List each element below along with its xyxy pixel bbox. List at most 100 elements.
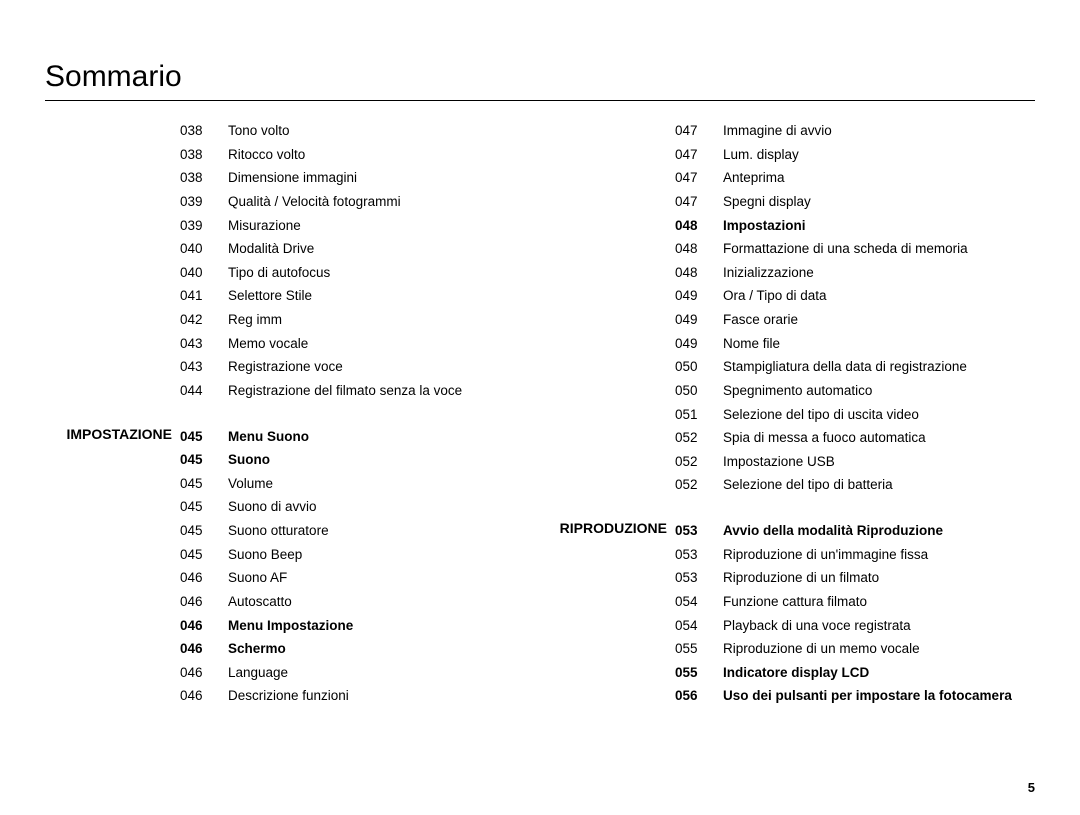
entry-text: Uso dei pulsanti per impostare la fotoca… (723, 684, 1012, 708)
entry-page: 045 (180, 425, 228, 449)
entry-text: Language (228, 661, 288, 685)
entry-text: Suono otturatore (228, 519, 329, 543)
entry-page: 046 (180, 566, 228, 590)
toc-entries: 045Menu Suono045Suono045Volume045Suono d… (180, 425, 540, 709)
entry-page: 046 (180, 684, 228, 708)
toc-entry: 048Formattazione di una scheda di memori… (675, 237, 1035, 261)
entry-page: 040 (180, 237, 228, 261)
toc-entry: 047Lum. display (675, 143, 1035, 167)
entry-page: 049 (675, 308, 723, 332)
toc-entries: 038Tono volto038Ritocco volto038Dimensio… (180, 119, 540, 403)
toc-entry: 042Reg imm (180, 308, 540, 332)
entry-page: 046 (180, 637, 228, 661)
entry-text: Riproduzione di un filmato (723, 566, 879, 590)
entry-text: Menu Impostazione (228, 614, 353, 638)
entry-page: 044 (180, 379, 228, 403)
entry-text: Memo vocale (228, 332, 308, 356)
entry-text: Dimensione immagini (228, 166, 357, 190)
entry-text: Suono (228, 448, 270, 472)
entry-text: Suono Beep (228, 543, 302, 567)
entry-text: Riproduzione di un'immagine fissa (723, 543, 928, 567)
entry-text: Ritocco volto (228, 143, 305, 167)
entry-page: 055 (675, 637, 723, 661)
entry-page: 047 (675, 143, 723, 167)
section-label: RIPRODUZIONE (540, 519, 675, 708)
toc-entry: 046Suono AF (180, 566, 540, 590)
toc-entry: 050Spegnimento automatico (675, 379, 1035, 403)
section-label: IMPOSTAZIONE (45, 425, 180, 709)
entry-text: Reg imm (228, 308, 282, 332)
entry-page: 040 (180, 261, 228, 285)
entry-text: Spia di messa a fuoco automatica (723, 426, 926, 450)
right-column: 047Immagine di avvio047Lum. display047An… (540, 119, 1035, 708)
entry-page: 038 (180, 166, 228, 190)
toc-entry: 041Selettore Stile (180, 284, 540, 308)
toc-entry: 046Autoscatto (180, 590, 540, 614)
entry-page: 046 (180, 614, 228, 638)
entry-page: 053 (675, 566, 723, 590)
entry-page: 047 (675, 190, 723, 214)
toc-columns: 038Tono volto038Ritocco volto038Dimensio… (45, 119, 1035, 708)
entry-text: Riproduzione di un memo vocale (723, 637, 920, 661)
entry-page: 039 (180, 190, 228, 214)
toc-section: 038Tono volto038Ritocco volto038Dimensio… (45, 119, 540, 403)
entry-text: Selezione del tipo di uscita video (723, 403, 919, 427)
toc-entry: 045Menu Suono (180, 425, 540, 449)
toc-entry: 046Schermo (180, 637, 540, 661)
toc-entry: 038Ritocco volto (180, 143, 540, 167)
entry-text: Impostazioni (723, 214, 806, 238)
toc-entry: 056Uso dei pulsanti per impostare la fot… (675, 684, 1035, 708)
toc-entry: 043Memo vocale (180, 332, 540, 356)
entry-page: 048 (675, 214, 723, 238)
toc-entry: 051Selezione del tipo di uscita video (675, 403, 1035, 427)
toc-entry: 047Anteprima (675, 166, 1035, 190)
entry-page: 056 (675, 684, 723, 708)
entry-page: 045 (180, 472, 228, 496)
toc-entry: 046Descrizione funzioni (180, 684, 540, 708)
entry-page: 052 (675, 450, 723, 474)
toc-section: IMPOSTAZIONE045Menu Suono045Suono045Volu… (45, 425, 540, 709)
toc-entry: 039Misurazione (180, 214, 540, 238)
entry-text: Spegni display (723, 190, 811, 214)
entry-text: Selettore Stile (228, 284, 312, 308)
entry-page: 050 (675, 355, 723, 379)
entry-page: 047 (675, 119, 723, 143)
entry-text: Impostazione USB (723, 450, 835, 474)
toc-entry: 046Language (180, 661, 540, 685)
entry-text: Fasce orarie (723, 308, 798, 332)
toc-entry: 055Riproduzione di un memo vocale (675, 637, 1035, 661)
entry-text: Registrazione del filmato senza la voce (228, 379, 462, 403)
entry-text: Avvio della modalità Riproduzione (723, 519, 943, 543)
left-column: 038Tono volto038Ritocco volto038Dimensio… (45, 119, 540, 708)
entry-page: 039 (180, 214, 228, 238)
entry-text: Funzione cattura filmato (723, 590, 867, 614)
toc-entry: 050Stampigliatura della data di registra… (675, 355, 1035, 379)
entry-text: Nome file (723, 332, 780, 356)
entry-page: 053 (675, 543, 723, 567)
entry-page: 049 (675, 332, 723, 356)
entry-text: Autoscatto (228, 590, 292, 614)
toc-entries: 053Avvio della modalità Riproduzione053R… (675, 519, 1035, 708)
entry-page: 045 (180, 448, 228, 472)
entry-page: 052 (675, 426, 723, 450)
entry-text: Spegnimento automatico (723, 379, 872, 403)
toc-entry: 045Suono di avvio (180, 495, 540, 519)
entry-page: 047 (675, 166, 723, 190)
entry-page: 048 (675, 261, 723, 285)
page-number: 5 (1028, 780, 1035, 795)
entry-text: Tipo di autofocus (228, 261, 330, 285)
toc-entry: 045Suono Beep (180, 543, 540, 567)
entry-text: Tono volto (228, 119, 290, 143)
toc-entry: 047Immagine di avvio (675, 119, 1035, 143)
entry-text: Volume (228, 472, 273, 496)
entry-text: Playback di una voce registrata (723, 614, 911, 638)
entry-text: Menu Suono (228, 425, 309, 449)
entry-text: Formattazione di una scheda di memoria (723, 237, 968, 261)
entry-page: 043 (180, 355, 228, 379)
entry-text: Registrazione voce (228, 355, 343, 379)
entry-text: Misurazione (228, 214, 301, 238)
toc-entry: 053Riproduzione di un'immagine fissa (675, 543, 1035, 567)
entry-page: 050 (675, 379, 723, 403)
entry-page: 052 (675, 473, 723, 497)
page-title: Sommario (45, 60, 1035, 101)
